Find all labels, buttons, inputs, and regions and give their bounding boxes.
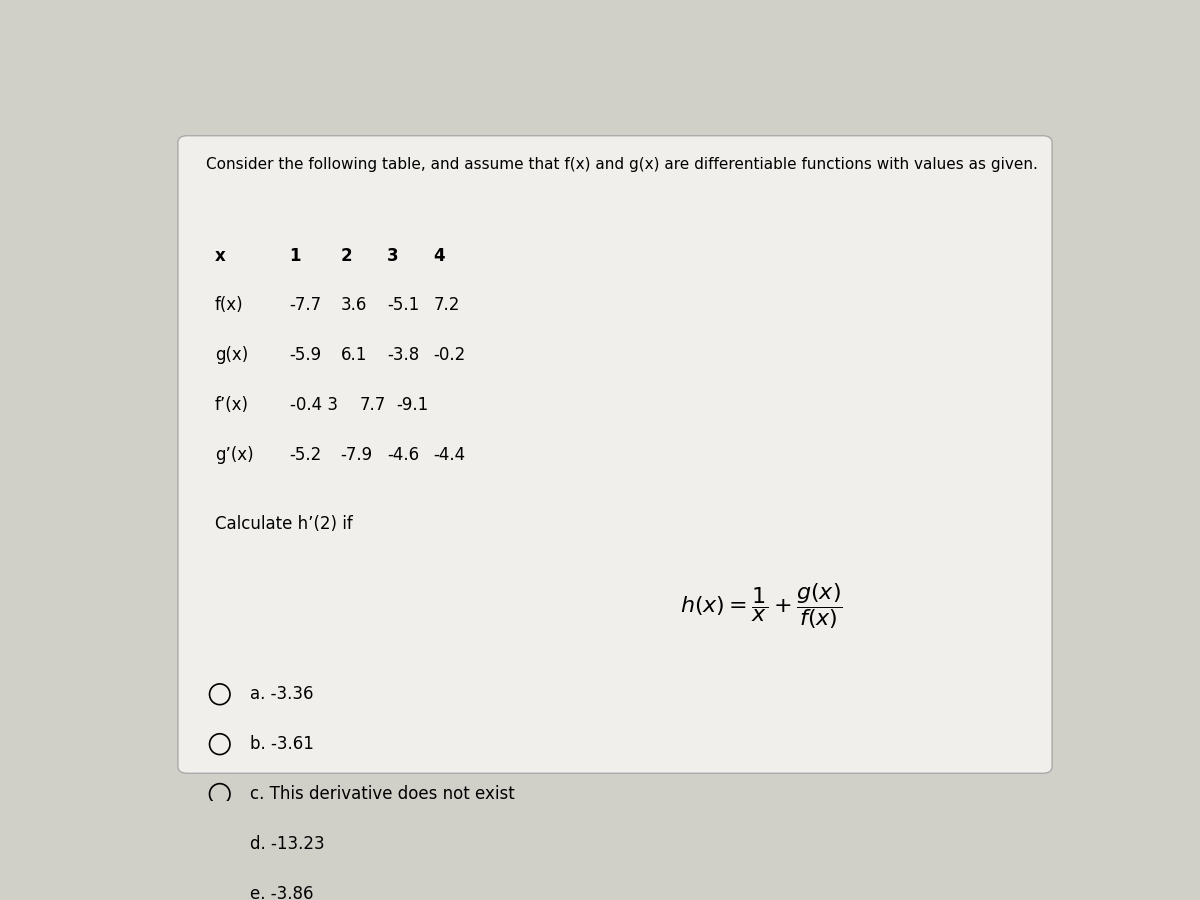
FancyBboxPatch shape <box>178 136 1052 773</box>
Text: -5.2: -5.2 <box>289 446 322 464</box>
Text: -0.2: -0.2 <box>433 346 466 364</box>
Text: c. This derivative does not exist: c. This derivative does not exist <box>251 785 515 803</box>
Text: d. -13.23: d. -13.23 <box>251 835 325 853</box>
Text: 6.1: 6.1 <box>341 346 367 364</box>
Text: -5.9: -5.9 <box>289 346 322 364</box>
Text: Calculate h’(2) if: Calculate h’(2) if <box>215 516 353 534</box>
Text: -0.4 3: -0.4 3 <box>289 396 337 414</box>
Text: x: x <box>215 247 226 265</box>
Text: -4.6: -4.6 <box>388 446 419 464</box>
Text: b. -3.61: b. -3.61 <box>251 735 314 753</box>
Text: g’(x): g’(x) <box>215 446 253 464</box>
Text: -5.1: -5.1 <box>388 296 420 314</box>
Text: e. -3.86: e. -3.86 <box>251 885 314 900</box>
Text: $h(x) = \dfrac{1}{x} + \dfrac{g(x)}{f(x)}$: $h(x) = \dfrac{1}{x} + \dfrac{g(x)}{f(x)… <box>680 580 842 631</box>
Text: -7.7: -7.7 <box>289 296 322 314</box>
Text: g(x): g(x) <box>215 346 248 364</box>
Text: f’(x): f’(x) <box>215 396 250 414</box>
Text: 2: 2 <box>341 247 353 265</box>
Text: f(x): f(x) <box>215 296 244 314</box>
Text: Consider the following table, and assume that f(x) and g(x) are differentiable f: Consider the following table, and assume… <box>206 157 1038 172</box>
Text: -7.9: -7.9 <box>341 446 373 464</box>
Text: 4: 4 <box>433 247 445 265</box>
Text: 7.7: 7.7 <box>359 396 385 414</box>
Text: a. -3.36: a. -3.36 <box>251 685 314 703</box>
Text: -3.8: -3.8 <box>388 346 420 364</box>
Text: 1: 1 <box>289 247 301 265</box>
Text: 7.2: 7.2 <box>433 296 460 314</box>
Text: -9.1: -9.1 <box>396 396 428 414</box>
Text: 3.6: 3.6 <box>341 296 367 314</box>
Text: 3: 3 <box>388 247 398 265</box>
Text: -4.4: -4.4 <box>433 446 466 464</box>
